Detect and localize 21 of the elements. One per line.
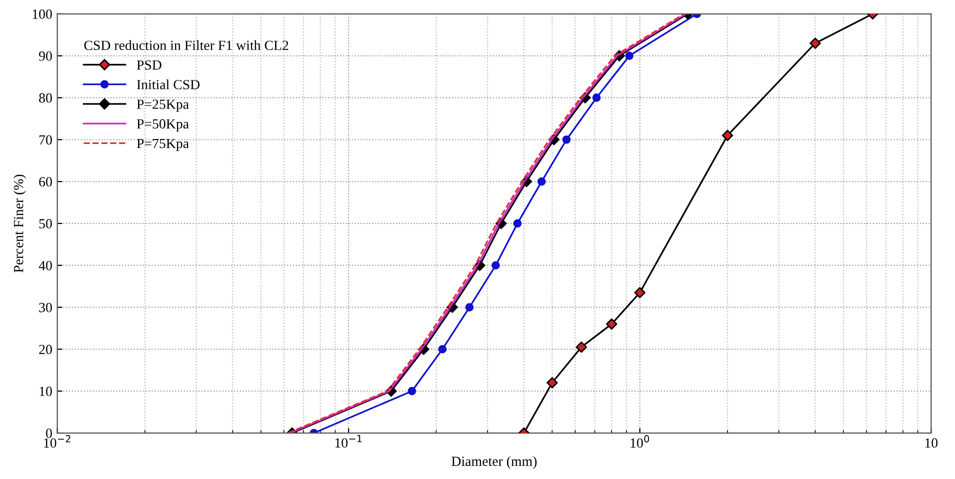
y-tick-label: 60 — [39, 177, 52, 186]
y-tick-label: 20 — [39, 344, 52, 354]
y-tick-label: 90 — [38, 51, 52, 61]
y-tick-label: 40 — [38, 260, 52, 270]
x-tick-label: 10 — [925, 438, 938, 448]
legend-label: Initial CSD — [136, 80, 200, 90]
y-tick-label: 50 — [39, 219, 52, 228]
y-tick-label: 30 — [39, 302, 52, 312]
legend-label: P=75Kpa — [136, 138, 189, 151]
x-tick-label: 10$^{−1}$ — [335, 435, 362, 448]
legend-label: P=50Kpa — [136, 119, 189, 132]
y-axis-title: Percent Finer (%) — [13, 174, 26, 272]
legend-label: P=25Kpa — [136, 100, 189, 112]
x-tick-label: 10$^{0}$ — [630, 435, 650, 448]
legend-label: PSD — [136, 60, 162, 70]
y-tick-label: 10 — [40, 386, 52, 396]
legend-title: CSD reduction in Filter F1 with CL2 — [84, 40, 288, 50]
y-tick-label: 70 — [39, 135, 52, 145]
x-axis-title: Diameter (mm) — [452, 456, 537, 469]
y-tick-label: 100 — [32, 9, 52, 19]
y-tick-label: 80 — [39, 93, 52, 103]
